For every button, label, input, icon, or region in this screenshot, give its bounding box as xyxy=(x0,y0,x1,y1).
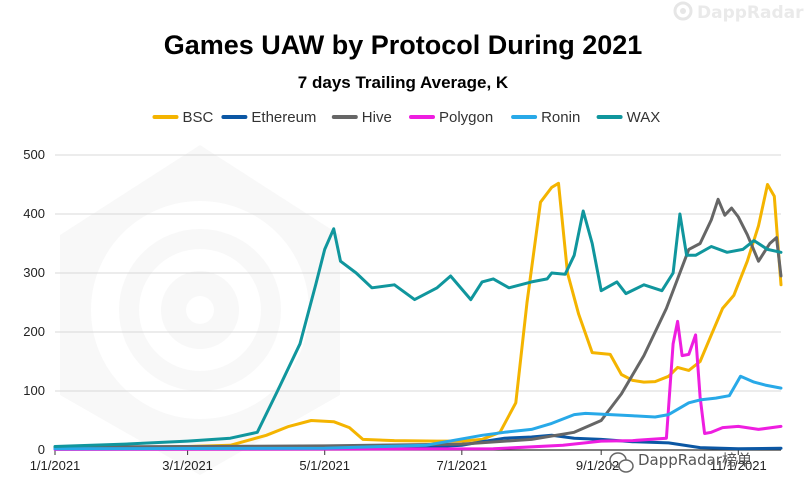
wechat-icon xyxy=(609,452,634,473)
watermark-brand-bottom: DappRadar榜单 xyxy=(638,451,752,469)
series-line-hive xyxy=(53,197,783,449)
x-tick-label: 1/1/2021 xyxy=(30,458,81,473)
y-tick-label: 100 xyxy=(23,383,45,398)
series-line-bsc xyxy=(53,181,783,450)
series-line-polygon xyxy=(53,319,783,451)
dappradar-logo-icon xyxy=(673,1,693,21)
y-tick-label: 200 xyxy=(23,324,45,339)
x-tick-label: 3/1/2021 xyxy=(162,458,213,473)
x-tick-label: 5/1/2021 xyxy=(299,458,350,473)
legend-label-ronin: Ronin xyxy=(541,109,580,126)
chart-title: Games UAW by Protocol During 2021 xyxy=(164,30,643,60)
legend: BSC Ethereum Hive Polygon Ronin WAX xyxy=(152,109,661,126)
legend-label-hive: Hive xyxy=(362,109,392,126)
series-lines xyxy=(53,181,783,451)
chart-subtitle: 7 days Trailing Average, K xyxy=(298,73,509,92)
legend-label-ethereum: Ethereum xyxy=(251,109,316,126)
y-axis: 0 100 200 300 400 500 xyxy=(23,147,45,457)
y-tick-label: 500 xyxy=(23,147,45,162)
watermark-logo-icon xyxy=(60,145,340,475)
legend-label-bsc: BSC xyxy=(183,109,214,126)
x-tick-label: 9/1/2021 xyxy=(576,458,627,473)
legend-label-polygon: Polygon xyxy=(439,109,493,126)
x-tick-label: 11/1/2021 xyxy=(710,458,767,473)
series-line-wax xyxy=(53,209,783,448)
y-tick-label: 0 xyxy=(38,442,45,457)
x-axis: 1/1/2021 3/1/2021 5/1/2021 7/1/2021 9/1/2021… xyxy=(30,450,767,473)
series-line-ronin xyxy=(53,374,783,451)
watermark-brand: DappRadar xyxy=(697,3,804,23)
y-tick-label: 400 xyxy=(23,206,45,221)
y-tick-label: 300 xyxy=(23,265,45,280)
x-tick-label: 7/1/2021 xyxy=(437,458,488,473)
legend-label-wax: WAX xyxy=(627,109,661,126)
